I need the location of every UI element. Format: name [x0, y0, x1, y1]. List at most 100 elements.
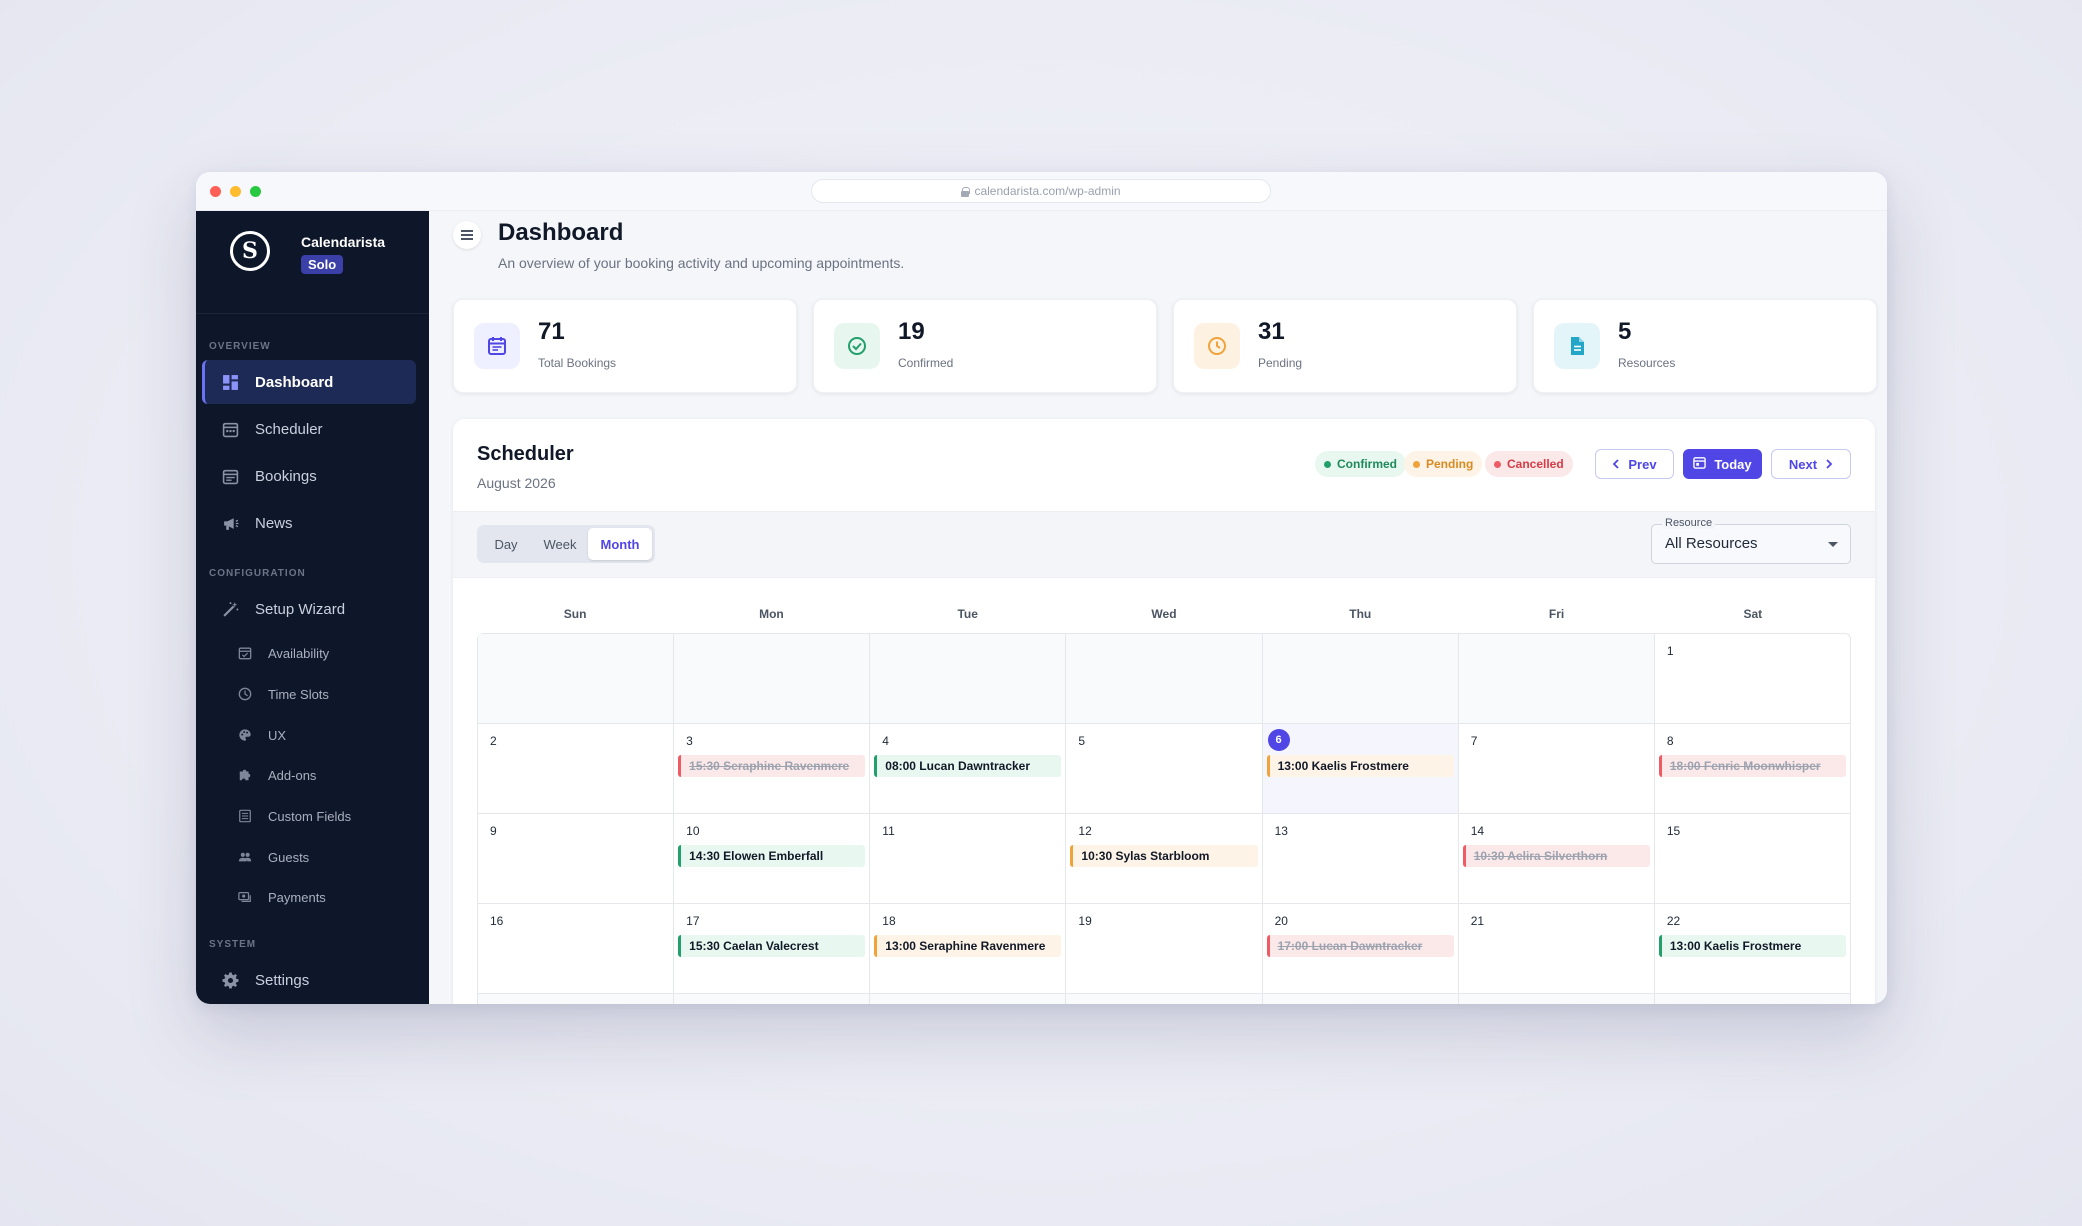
- weekday-label: Sun: [563, 607, 587, 621]
- booking-event-confirmed[interactable]: 14:30 Elowen Emberfall: [678, 845, 866, 867]
- view-day-button[interactable]: Day: [494, 536, 518, 552]
- booking-event-pending[interactable]: 13:00 Seraphine Ravenmere: [874, 935, 1062, 957]
- sidebar-item-addons[interactable]: Add-ons: [202, 755, 416, 795]
- sidebar-item-settings[interactable]: Settings: [202, 958, 416, 1002]
- booking-event-confirmed[interactable]: 08:00 Lucan Dawntracker: [874, 755, 1062, 777]
- calendar-day[interactable]: 2: [478, 724, 675, 813]
- sidebar-item-label: News: [255, 514, 293, 532]
- calendar-day[interactable]: 12 10:30 Sylas Starbloom: [1066, 814, 1263, 903]
- minimize-window-button[interactable]: [230, 186, 241, 197]
- sidebar-item-label: Scheduler: [255, 420, 323, 438]
- sidebar-item-setup-wizard[interactable]: Setup Wizard: [202, 587, 416, 631]
- booking-event-pending[interactable]: 13:00 Kaelis Frostmere: [1266, 755, 1454, 777]
- sidebar-item-time-slots[interactable]: Time Slots: [202, 674, 416, 714]
- calendar-day[interactable]: 15: [1655, 814, 1850, 903]
- list-icon: [238, 809, 252, 823]
- calendar-day[interactable]: 20 17:00 Lucan Dawntracker: [1263, 904, 1459, 993]
- weekday-header: Sun Mon Tue Wed Thu Fri Sat: [477, 595, 1851, 633]
- weekday-label: Sat: [1743, 607, 1763, 621]
- booking-event-cancelled[interactable]: 15:30 Seraphine Ravenmere: [678, 755, 866, 777]
- calendar-day-empty: [1458, 994, 1655, 1004]
- browser-window: calendarista.com/wp-admin S Calendarista…: [196, 172, 1887, 1004]
- calendar-day-empty: [674, 634, 871, 723]
- sidebar-item-label: Settings: [255, 971, 310, 989]
- calendar-day[interactable]: 7: [1459, 724, 1655, 813]
- prev-button[interactable]: Prev: [1595, 449, 1674, 479]
- sidebar-item-guests[interactable]: Guests: [202, 837, 416, 877]
- legend-cancelled: Cancelled: [1485, 451, 1573, 477]
- calendar-day[interactable]: 19: [1066, 904, 1263, 993]
- event-note-icon: [222, 468, 239, 485]
- status-dot-icon: [1494, 460, 1501, 468]
- weekday-label: Tue: [957, 607, 978, 621]
- stat-card-total-bookings: 71 Total Bookings: [453, 299, 797, 393]
- section-label-overview: OVERVIEW: [209, 341, 271, 352]
- calendar-day[interactable]: 11: [870, 814, 1067, 903]
- next-label: Next: [1788, 456, 1818, 472]
- date-number: 18: [882, 914, 896, 928]
- lock-icon: [961, 186, 971, 197]
- calendar-day[interactable]: 21: [1459, 904, 1655, 993]
- booking-event-pending[interactable]: 10:30 Sylas Starbloom: [1070, 845, 1258, 867]
- sidebar-item-bookings[interactable]: Bookings: [202, 454, 416, 498]
- legend-pending: Pending: [1404, 451, 1483, 477]
- booking-event-confirmed[interactable]: 15:30 Caelan Valecrest: [678, 935, 866, 957]
- stat-label: Resources: [1618, 356, 1676, 370]
- calendar-day-empty: [478, 634, 675, 723]
- calendar-day[interactable]: 10 14:30 Elowen Emberfall: [674, 814, 871, 903]
- calendar-day[interactable]: 16: [478, 904, 675, 993]
- calendar-day-empty: [478, 994, 675, 1004]
- calendar-day[interactable]: 17 15:30 Caelan Valecrest: [674, 904, 871, 993]
- month-calendar: Sun Mon Tue Wed Thu Fri Sat 1 2 3 15:30 Seraphine…: [477, 595, 1851, 1004]
- calendar-day[interactable]: 13: [1263, 814, 1459, 903]
- sidebar-item-payments[interactable]: Payments: [202, 877, 416, 917]
- stat-card-confirmed: 19 Confirmed: [813, 299, 1157, 393]
- calendar-day[interactable]: 3 15:30 Seraphine Ravenmere: [674, 724, 871, 813]
- calendar-day[interactable]: 9: [478, 814, 675, 903]
- sidebar-item-label: Dashboard: [255, 373, 334, 391]
- sidebar-item-news[interactable]: News: [202, 501, 416, 545]
- calendar-day[interactable]: 4 08:00 Lucan Dawntracker: [870, 724, 1067, 813]
- booking-event-confirmed[interactable]: 13:00 Kaelis Frostmere: [1658, 935, 1846, 957]
- sidebar-item-dashboard[interactable]: Dashboard: [202, 360, 416, 404]
- calendar-icon: [474, 323, 520, 369]
- sidebar-item-scheduler[interactable]: Scheduler: [202, 407, 416, 451]
- next-button[interactable]: Next: [1771, 449, 1851, 479]
- calendar-day[interactable]: 5: [1066, 724, 1263, 813]
- scheduler-panel: Scheduler August 2026 Confirmed Pending …: [453, 419, 1875, 1004]
- menu-toggle-button[interactable]: [453, 221, 481, 249]
- scheduler-title: Scheduler: [477, 443, 574, 465]
- close-window-button[interactable]: [210, 186, 221, 197]
- main-content: Dashboard An overview of your booking ac…: [429, 211, 1887, 1004]
- brand-name: Calendarista: [301, 234, 386, 250]
- calendar-day-empty: [870, 634, 1067, 723]
- sidebar-item-custom-fields[interactable]: Custom Fields: [202, 796, 416, 836]
- calendar-day[interactable]: 8 18:00 Fenric Moonwhisper: [1655, 724, 1850, 813]
- maximize-window-button[interactable]: [250, 186, 261, 197]
- date-number: 3: [686, 734, 693, 748]
- booking-event-cancelled[interactable]: 18:00 Fenric Moonwhisper: [1658, 755, 1846, 777]
- logo-icon: S: [230, 231, 270, 271]
- stat-card-resources: 5 Resources: [1533, 299, 1877, 393]
- sidebar-item-ux[interactable]: UX: [202, 715, 416, 755]
- sidebar-item-availability[interactable]: Availability: [202, 633, 416, 673]
- page-title: Dashboard: [498, 219, 624, 246]
- calendar-day[interactable]: 6 13:00 Kaelis Frostmere: [1262, 724, 1459, 813]
- chevron-left-icon: [1612, 457, 1620, 472]
- sidebar: S Calendarista Solo OVERVIEW Dashboard S…: [196, 211, 429, 1004]
- resource-select[interactable]: Resource All Resources: [1651, 517, 1851, 564]
- booking-event-cancelled[interactable]: 10:30 Aelira Silverthorn: [1462, 845, 1650, 867]
- view-month-button[interactable]: Month: [588, 528, 652, 560]
- date-number: 8: [1666, 734, 1674, 748]
- date-number: 15: [1666, 824, 1681, 838]
- plan-badge: Solo: [301, 255, 344, 274]
- sidebar-item-label: Availability: [268, 645, 330, 661]
- booking-event-cancelled[interactable]: 17:00 Lucan Dawntracker: [1266, 935, 1454, 957]
- address-bar[interactable]: calendarista.com/wp-admin: [811, 179, 1271, 203]
- calendar-day[interactable]: 22 13:00 Kaelis Frostmere: [1655, 904, 1850, 993]
- view-week-button[interactable]: Week: [543, 536, 577, 552]
- calendar-day[interactable]: 14 10:30 Aelira Silverthorn: [1459, 814, 1655, 903]
- today-button[interactable]: Today: [1683, 449, 1762, 479]
- calendar-day[interactable]: 18 13:00 Seraphine Ravenmere: [870, 904, 1067, 993]
- calendar-day[interactable]: 1: [1655, 634, 1850, 723]
